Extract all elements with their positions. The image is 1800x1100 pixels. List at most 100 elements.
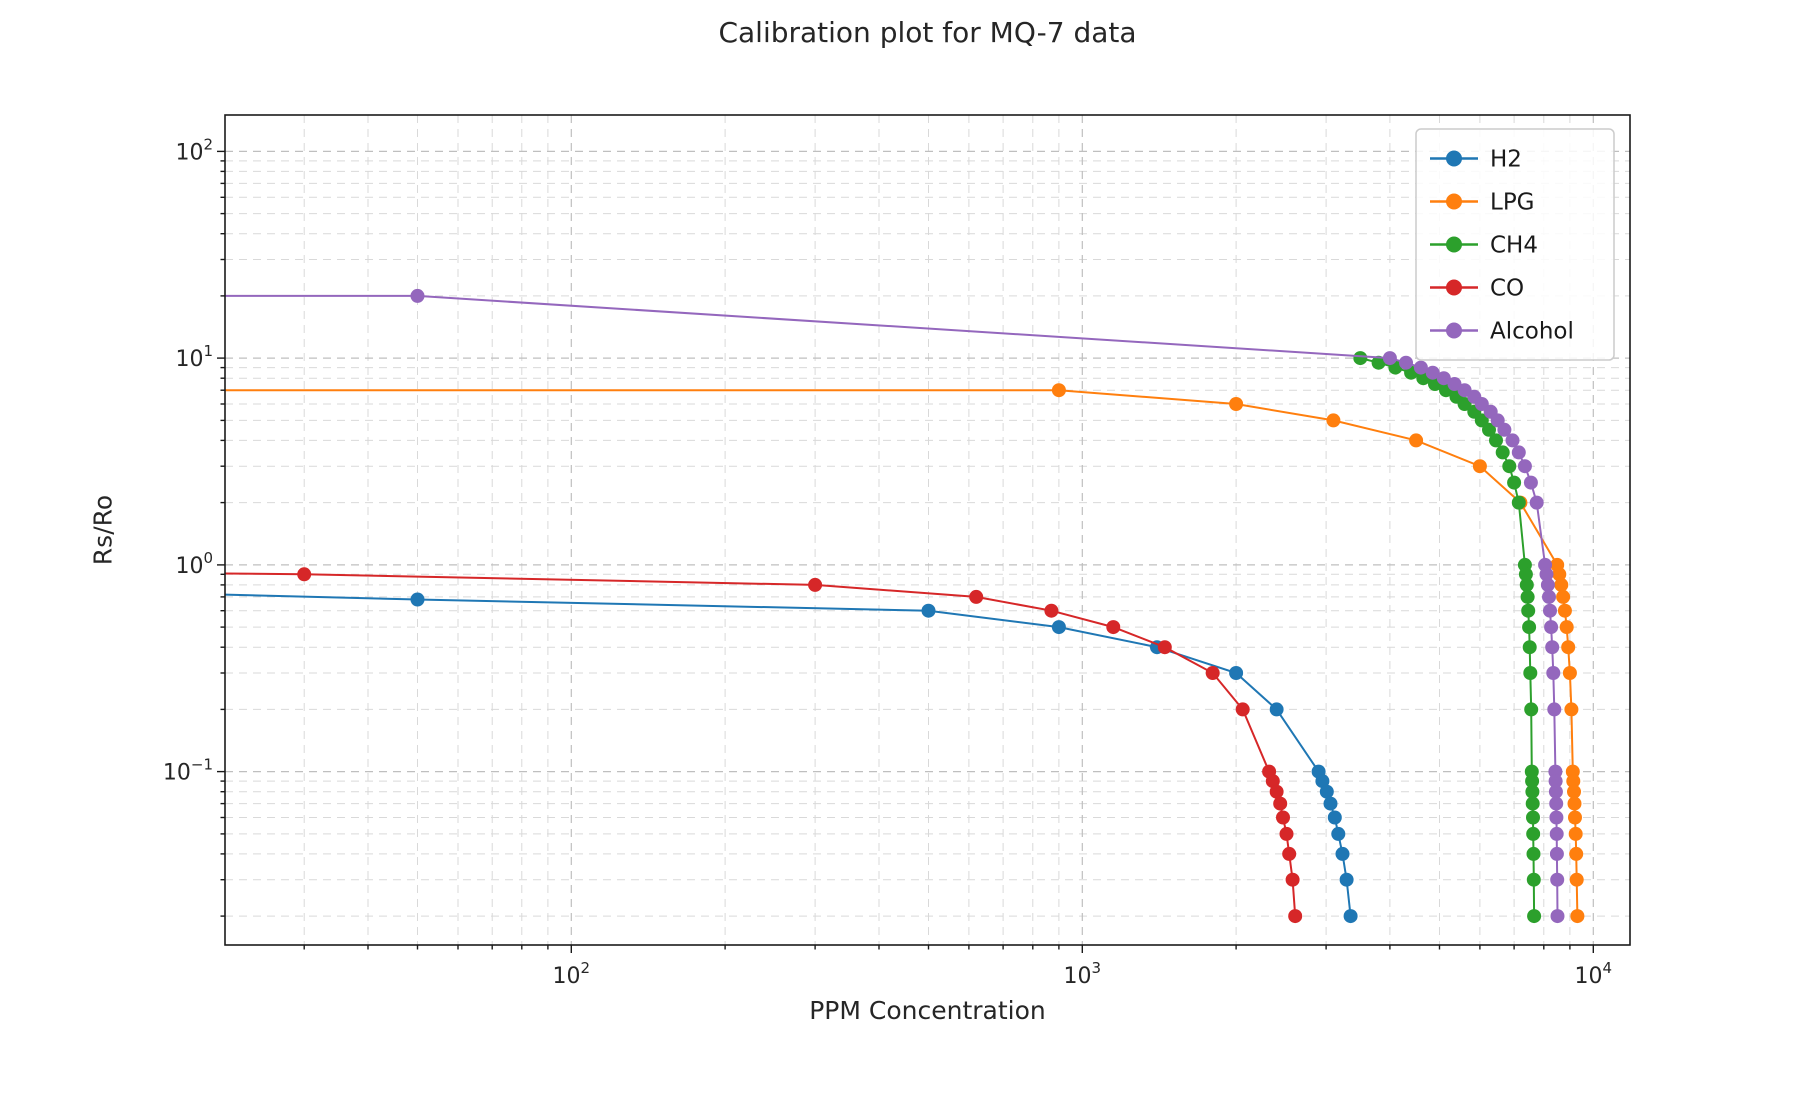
data-point (1569, 872, 1584, 887)
data-point (1265, 774, 1280, 789)
data-point (1339, 872, 1354, 887)
data-point (1550, 909, 1565, 924)
legend-item-co: CO (1430, 276, 1524, 302)
x-tick-label: 102 (553, 959, 591, 989)
data-point (1520, 589, 1535, 604)
data-point (1447, 377, 1462, 391)
legend-label: H2 (1490, 147, 1522, 173)
data-point (1282, 846, 1297, 861)
data-point (1343, 909, 1358, 924)
data-point (1548, 784, 1563, 799)
data-point (1497, 422, 1512, 437)
minor-grid (225, 115, 1630, 945)
data-point (1523, 666, 1538, 680)
data-point (1568, 810, 1582, 825)
data-point (1549, 810, 1564, 825)
data-point (1436, 371, 1451, 386)
data-point (1561, 640, 1576, 655)
legend-marker (1446, 279, 1462, 296)
data-point (1521, 603, 1536, 618)
data-point (1269, 784, 1284, 799)
data-point (1569, 846, 1584, 861)
data-point (207, 566, 221, 580)
data-point (1527, 909, 1542, 924)
data-point (1505, 433, 1520, 448)
tick-marks (217, 150, 1595, 953)
series-line-h2 (225, 593, 1352, 917)
legend-marker (1446, 150, 1462, 167)
data-point (1495, 445, 1510, 460)
data-point (1425, 365, 1440, 380)
data-point (207, 383, 221, 397)
legend-label: CO (1490, 276, 1524, 302)
data-point (1327, 810, 1342, 825)
data-point (1550, 872, 1565, 887)
data-point (1519, 577, 1534, 592)
data-point (1323, 796, 1338, 811)
data-point (1315, 774, 1330, 789)
data-point (1235, 702, 1250, 717)
data-point (1522, 640, 1537, 655)
data-point (1570, 909, 1585, 924)
data-point (1544, 620, 1559, 635)
data-point (1205, 666, 1220, 680)
data-point (1051, 620, 1066, 635)
y-tick-label: 102 (175, 135, 213, 165)
legend-item-ch4: CH4 (1430, 233, 1538, 259)
series-layer (207, 288, 1585, 924)
series-alcohol (207, 288, 1565, 924)
data-point (207, 289, 221, 303)
data-point (1229, 666, 1244, 680)
data-point (1567, 796, 1582, 811)
x-tick-label: 104 (1575, 959, 1613, 989)
data-point (1549, 846, 1564, 861)
y-tick-label: 10−1 (163, 756, 213, 786)
data-point (1567, 784, 1581, 799)
data-point (1507, 475, 1522, 490)
data-point (1288, 909, 1303, 924)
data-point (1511, 445, 1526, 460)
data-point (1285, 872, 1300, 887)
data-point (1044, 603, 1059, 618)
data-point (1157, 640, 1172, 655)
data-point (1545, 640, 1560, 655)
series-co (207, 566, 1303, 924)
legend-label: CH4 (1490, 233, 1538, 259)
data-point (1517, 459, 1532, 474)
data-point (1279, 826, 1294, 841)
legend: H2 LPG CH4 CO Alcohol (1415, 128, 1615, 361)
data-point (1522, 620, 1537, 635)
series-h2 (225, 592, 1358, 924)
data-point (1559, 620, 1574, 635)
data-point (410, 288, 425, 303)
x-axis-label: PPM Concentration (809, 996, 1046, 1025)
data-point (1106, 620, 1121, 635)
data-point (1529, 495, 1544, 510)
chart-title: Calibration plot for MQ-7 data (718, 16, 1137, 49)
y-tick-label: 100 (175, 549, 213, 579)
data-point (1546, 666, 1561, 680)
data-point (1526, 846, 1541, 861)
data-point (1523, 475, 1538, 490)
data-point (1511, 495, 1526, 510)
data-point (1543, 603, 1557, 618)
data-point (1542, 589, 1556, 604)
data-point (1335, 846, 1350, 861)
data-point (921, 603, 936, 618)
y-tick-label: 101 (175, 342, 213, 372)
data-point (1331, 826, 1346, 841)
data-point (410, 592, 425, 607)
legend-marker (1446, 193, 1462, 210)
legend-marker (1446, 236, 1462, 253)
data-point (1525, 784, 1540, 799)
data-point (1276, 810, 1290, 825)
data-point (1526, 826, 1541, 841)
legend-marker (1446, 322, 1462, 339)
legend-item-alcohol: Alcohol (1430, 319, 1574, 345)
data-point (1547, 702, 1562, 717)
legend-label: LPG (1490, 190, 1535, 216)
data-point (1525, 796, 1540, 811)
legend-item-lpg: LPG (1430, 190, 1535, 216)
data-point (1399, 355, 1413, 370)
